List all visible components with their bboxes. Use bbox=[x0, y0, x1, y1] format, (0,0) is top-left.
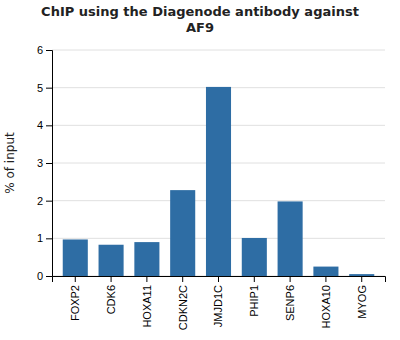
title: ChIP using the Diagenode antibody agains… bbox=[41, 4, 359, 35]
bar bbox=[278, 201, 303, 276]
tick-mark bbox=[290, 276, 291, 282]
bar bbox=[242, 238, 267, 276]
bar bbox=[63, 239, 88, 276]
tick-label: 3 bbox=[37, 157, 43, 169]
tick: 6 bbox=[37, 44, 52, 56]
tick-mark bbox=[46, 88, 52, 89]
bar bbox=[99, 245, 124, 276]
tick: MYOG bbox=[356, 276, 368, 319]
grid-line bbox=[52, 50, 385, 51]
tick-mark bbox=[182, 276, 183, 282]
tick-mark bbox=[46, 125, 52, 126]
tick: CDK6 bbox=[105, 276, 117, 314]
tick-mark bbox=[46, 201, 52, 202]
tick: 1 bbox=[37, 232, 52, 244]
tick-label: 2 bbox=[37, 195, 43, 207]
plot: 0 1 2 3 4 5 6 FOXP2 CDK6 HOXA11 CDKN2C JMJD1C PHIP1 S… bbox=[37, 44, 386, 330]
y-axis-title: % of input bbox=[3, 132, 17, 194]
axis-line bbox=[53, 277, 386, 283]
tick: CDKN2C bbox=[177, 276, 189, 330]
tick-label: 1 bbox=[37, 232, 43, 244]
tick-label: FOXP2 bbox=[69, 285, 81, 321]
tick-mark bbox=[46, 163, 52, 164]
tick-mark bbox=[46, 276, 52, 277]
x-axis: FOXP2 CDK6 HOXA11 CDKN2C JMJD1C PHIP1 SENP6 HOX… bbox=[53, 276, 386, 330]
tick-label: CDKN2C bbox=[177, 285, 189, 330]
chart: ChIP using the Diagenode antibody agains… bbox=[0, 0, 400, 340]
tick-mark bbox=[218, 276, 219, 282]
tick: SENP6 bbox=[284, 276, 296, 321]
tick: 3 bbox=[37, 157, 52, 169]
tick: 5 bbox=[37, 82, 52, 94]
tick-mark bbox=[325, 276, 326, 282]
tick: FOXP2 bbox=[69, 276, 81, 321]
tick: HOXA11 bbox=[141, 276, 153, 328]
y-axis: 0 1 2 3 4 5 6 bbox=[37, 44, 53, 282]
tick: PHIP1 bbox=[248, 276, 260, 317]
bar bbox=[313, 267, 338, 276]
tick-mark bbox=[75, 276, 76, 282]
tick-mark bbox=[146, 276, 147, 282]
tick-label: 5 bbox=[37, 82, 43, 94]
tick: 2 bbox=[37, 195, 52, 207]
bars bbox=[63, 87, 375, 276]
tick-label: HOXA10 bbox=[320, 285, 332, 328]
bar bbox=[170, 190, 195, 276]
tick-mark bbox=[111, 276, 112, 282]
grid bbox=[52, 50, 385, 276]
tick: 0 bbox=[37, 270, 52, 282]
bar bbox=[134, 242, 159, 276]
tick: HOXA10 bbox=[320, 276, 332, 328]
tick-label: SENP6 bbox=[284, 285, 296, 321]
tick-label: JMJD1C bbox=[212, 285, 224, 327]
tick-label: MYOG bbox=[356, 285, 368, 319]
bar bbox=[206, 87, 231, 276]
tick-label: 0 bbox=[37, 270, 43, 282]
tick-label: PHIP1 bbox=[248, 285, 260, 317]
bar bbox=[349, 274, 374, 276]
axis-line bbox=[46, 51, 53, 277]
tick-mark bbox=[46, 238, 52, 239]
tick-label: 6 bbox=[37, 44, 43, 56]
tick-label: 4 bbox=[37, 119, 43, 131]
tick: JMJD1C bbox=[212, 276, 224, 327]
tick: 4 bbox=[37, 119, 52, 131]
tick-label: HOXA11 bbox=[141, 285, 153, 328]
tick-mark bbox=[46, 50, 52, 51]
tick-mark bbox=[361, 276, 362, 282]
tick-mark bbox=[254, 276, 255, 282]
tick-label: CDK6 bbox=[105, 285, 117, 314]
